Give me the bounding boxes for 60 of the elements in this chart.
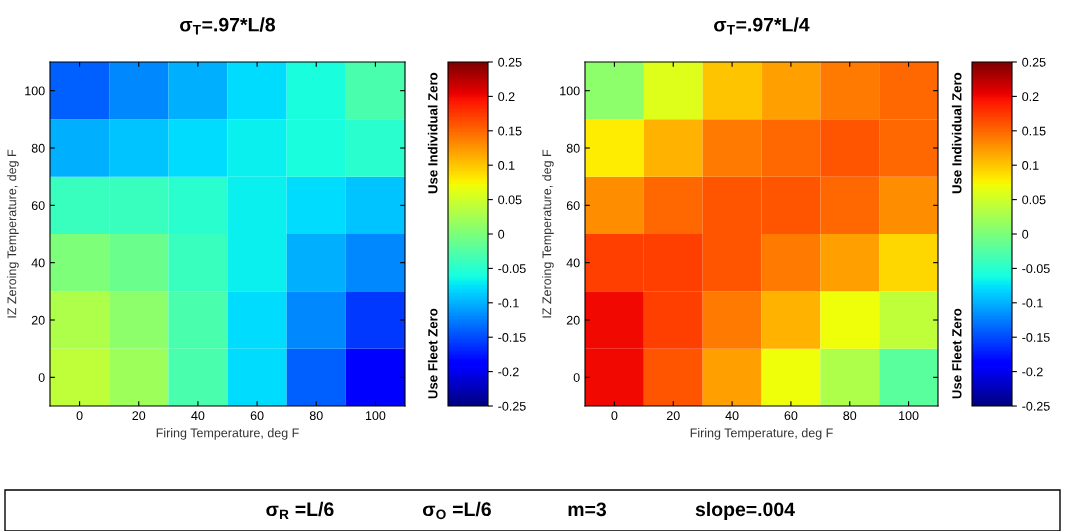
color-bar-label: -0.1 bbox=[498, 298, 519, 308]
color-bar-label: -0.25 bbox=[498, 401, 526, 411]
x-axis-title: Firing Temperature, deg F bbox=[156, 428, 299, 440]
y-axis-title: IZ Zeroing Temperature, deg F bbox=[7, 149, 19, 318]
x-tick-label: 80 bbox=[843, 411, 857, 421]
text: σ$_{O}$ =L/6 bbox=[422, 501, 491, 520]
color-bar-label: -0.2 bbox=[1022, 367, 1043, 377]
text: Use Fleet Zero bbox=[951, 308, 962, 399]
y-axis-title: IZ Zeroing Temperature, deg F bbox=[542, 149, 554, 318]
x-tick-label: 100 bbox=[899, 411, 919, 421]
chart-title: σ$_{T}$=.97*L/4 bbox=[714, 17, 810, 35]
y-tick-label: 20 bbox=[566, 315, 580, 325]
text: Use Fleet Zero bbox=[427, 308, 438, 399]
text: Use Individual Zero bbox=[951, 72, 962, 194]
y-tick-label: 100 bbox=[560, 86, 580, 96]
x-tick-label: 60 bbox=[250, 411, 264, 421]
x-tick-label: 40 bbox=[725, 411, 739, 421]
y-tick-label: 0 bbox=[38, 373, 45, 382]
y-tick-label: 20 bbox=[31, 315, 45, 325]
color-bar-label: -0.05 bbox=[1022, 264, 1050, 274]
y-tick-label: 40 bbox=[566, 258, 580, 268]
color-bar-label: -0.15 bbox=[498, 333, 526, 342]
x-tick-label: 20 bbox=[666, 411, 680, 421]
y-tick-label: 80 bbox=[31, 143, 45, 153]
color-bar-label: -0.2 bbox=[498, 367, 519, 377]
color-bar-label: -0.15 bbox=[1022, 333, 1050, 342]
color-bar-label: 0.25 bbox=[1022, 57, 1046, 67]
y-tick-label: 40 bbox=[31, 258, 45, 268]
color-bar-label: 0.15 bbox=[498, 126, 522, 136]
color-bar-label: -0.1 bbox=[1022, 298, 1043, 308]
color-bar-label: -0.05 bbox=[498, 264, 526, 274]
text: σ$_{R}$ =L/6 bbox=[266, 501, 334, 520]
text: Use Individual Zero bbox=[427, 72, 438, 194]
y-tick-label: 100 bbox=[25, 86, 45, 96]
color-bar-label: 0.05 bbox=[1022, 195, 1046, 205]
chart-title: σ$_{T}$=.97*L/8 bbox=[180, 17, 276, 35]
x-tick-label: 0 bbox=[76, 411, 83, 421]
text: slope=.004 bbox=[695, 501, 795, 521]
x-tick-label: 20 bbox=[132, 411, 146, 421]
color-bar-label: 0.1 bbox=[498, 161, 515, 170]
color-bar-label: 0.2 bbox=[498, 92, 515, 102]
y-tick-label: 60 bbox=[31, 201, 45, 210]
color-bar-label: 0 bbox=[1022, 229, 1029, 239]
color-bar-label: 0 bbox=[498, 229, 505, 239]
x-axis-title: Firing Temperature, deg F bbox=[690, 428, 833, 440]
color-bar-label: 0.1 bbox=[1022, 161, 1039, 170]
color-bar-label: -0.25 bbox=[1022, 401, 1050, 411]
color-bar-label: 0.2 bbox=[1022, 92, 1039, 102]
x-tick-label: 40 bbox=[191, 411, 205, 421]
y-tick-label: 80 bbox=[566, 143, 580, 153]
color-bar-label: 0.25 bbox=[498, 57, 522, 67]
text: m=3 bbox=[568, 502, 607, 517]
color-bar-label: 0.05 bbox=[498, 195, 522, 205]
color-bar-label: 0.15 bbox=[1022, 126, 1046, 136]
y-tick-label: 60 bbox=[566, 201, 580, 210]
x-tick-label: 0 bbox=[611, 411, 618, 421]
x-tick-label: 80 bbox=[309, 411, 323, 421]
x-tick-label: 100 bbox=[365, 411, 386, 421]
y-tick-label: 0 bbox=[573, 373, 580, 382]
x-tick-label: 60 bbox=[784, 411, 798, 421]
